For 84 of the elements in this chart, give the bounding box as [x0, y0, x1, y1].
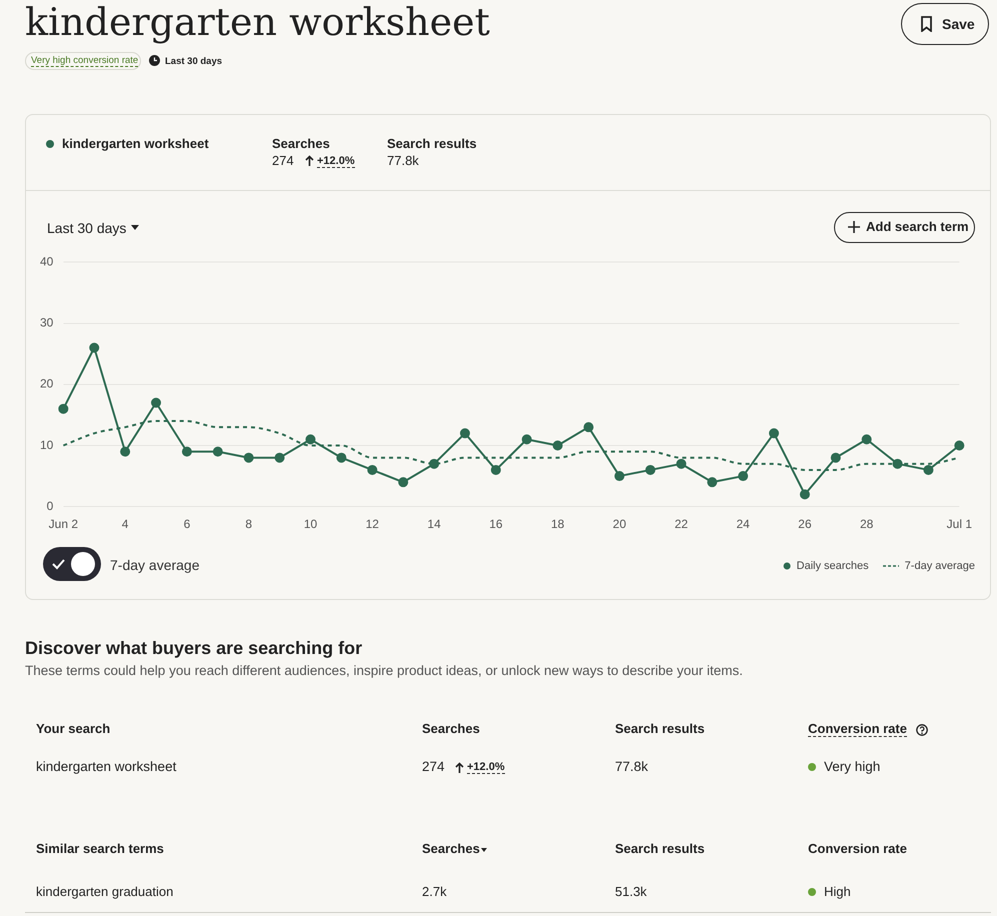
point	[707, 477, 718, 488]
point	[58, 404, 68, 414]
text: 274	[272, 153, 294, 168]
y-tick-label: 10	[40, 438, 54, 452]
point	[89, 342, 100, 353]
x-tick-label: 6	[184, 517, 191, 532]
text: Last 30 days	[165, 56, 222, 67]
point	[212, 446, 223, 457]
x-tick-label: 8	[245, 517, 252, 532]
text: Search results	[387, 136, 477, 151]
point	[120, 446, 130, 457]
point	[954, 440, 964, 450]
x-tick-label: 24	[736, 517, 750, 532]
text: Last 30 days	[47, 220, 126, 236]
x-tick-label: 20	[612, 517, 626, 532]
x-tick-label: 18	[551, 517, 565, 532]
point	[398, 477, 408, 488]
point	[151, 398, 162, 408]
legend-label: 7-day average	[904, 560, 975, 572]
chart-title: kindergarten worksheet	[25, 0, 490, 44]
point	[244, 452, 254, 463]
text: High	[824, 884, 851, 899]
point	[830, 452, 841, 463]
x-tick-label: 16	[489, 517, 503, 532]
text: Save	[942, 16, 975, 32]
point	[429, 458, 440, 469]
point	[460, 428, 470, 438]
x-tick-label: 10	[304, 517, 318, 532]
text: kindergarten worksheet	[36, 759, 176, 774]
x-tick-label: 26	[798, 517, 812, 532]
point	[676, 458, 686, 469]
x-tick-label: Jun 2	[48, 517, 78, 532]
y-tick-label: 40	[40, 254, 54, 269]
x-tick-label: 28	[860, 517, 874, 532]
point	[645, 464, 656, 475]
point	[306, 434, 316, 444]
point	[336, 452, 346, 463]
x-tick-label: 12	[366, 517, 380, 532]
text: +12.0%	[317, 155, 355, 168]
text: Add search term	[866, 219, 969, 234]
legend-label: Daily searches	[796, 560, 869, 572]
text: Very high	[824, 759, 880, 774]
y-tick-label: 30	[40, 316, 54, 330]
point	[800, 489, 810, 500]
point	[274, 452, 285, 463]
text: Searches	[422, 841, 480, 856]
text: Search results	[615, 841, 705, 856]
point	[367, 464, 378, 475]
text: 77.8k	[387, 153, 419, 168]
x-tick-label: Jul 1	[946, 517, 972, 532]
text: Conversion rate	[808, 841, 907, 856]
point	[862, 434, 872, 444]
text: Similar search terms	[36, 841, 164, 856]
point	[552, 440, 563, 450]
x-tick-label: 22	[674, 517, 688, 532]
x-tick-label: 4	[122, 517, 129, 532]
text: Discover what buyers are searching for	[25, 638, 362, 659]
text: 51.3k	[615, 884, 647, 899]
text: 7-day average	[110, 557, 200, 573]
point	[490, 464, 501, 475]
text: Search results	[615, 721, 705, 736]
point	[738, 471, 748, 482]
point	[768, 428, 779, 438]
point	[892, 458, 903, 469]
text: kindergarten worksheet	[62, 136, 209, 151]
text: These terms could help you reach different audiences, inspire product ideas, or unlock new ways to describe your items.	[25, 663, 743, 678]
text: 274	[422, 759, 445, 774]
y-tick-label: 0	[46, 498, 54, 513]
text: 2.7k	[422, 884, 447, 899]
point	[584, 422, 594, 432]
text: 77.8k	[615, 759, 648, 774]
point	[182, 446, 192, 457]
text: Your search	[36, 721, 110, 736]
text: +12.0%	[467, 761, 505, 774]
text: kindergarten graduation	[36, 884, 174, 899]
point	[522, 434, 532, 444]
text: Searches	[422, 721, 480, 736]
x-tick-label: 14	[427, 517, 442, 532]
point	[614, 471, 624, 482]
text: Conversion rate	[808, 721, 907, 737]
text: Very high conversion rate	[31, 55, 138, 67]
point	[923, 464, 934, 475]
y-tick-label: 20	[40, 376, 54, 391]
text: Searches	[272, 136, 330, 151]
